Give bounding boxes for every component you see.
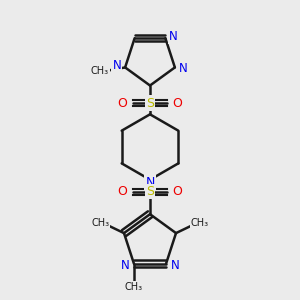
Text: S: S: [146, 185, 154, 198]
Text: CH₃: CH₃: [91, 218, 109, 228]
Text: N: N: [145, 176, 155, 189]
Text: N: N: [121, 259, 129, 272]
Text: S: S: [146, 97, 154, 110]
Text: N: N: [169, 30, 178, 43]
Text: CH₃: CH₃: [125, 282, 143, 292]
Text: O: O: [118, 97, 128, 110]
Text: CH₃: CH₃: [91, 66, 109, 76]
Text: N: N: [179, 62, 188, 75]
Text: O: O: [172, 97, 182, 110]
Text: O: O: [172, 185, 182, 198]
Text: O: O: [118, 185, 128, 198]
Text: CH₃: CH₃: [191, 218, 209, 228]
Text: N: N: [112, 59, 121, 72]
Text: N: N: [171, 259, 179, 272]
